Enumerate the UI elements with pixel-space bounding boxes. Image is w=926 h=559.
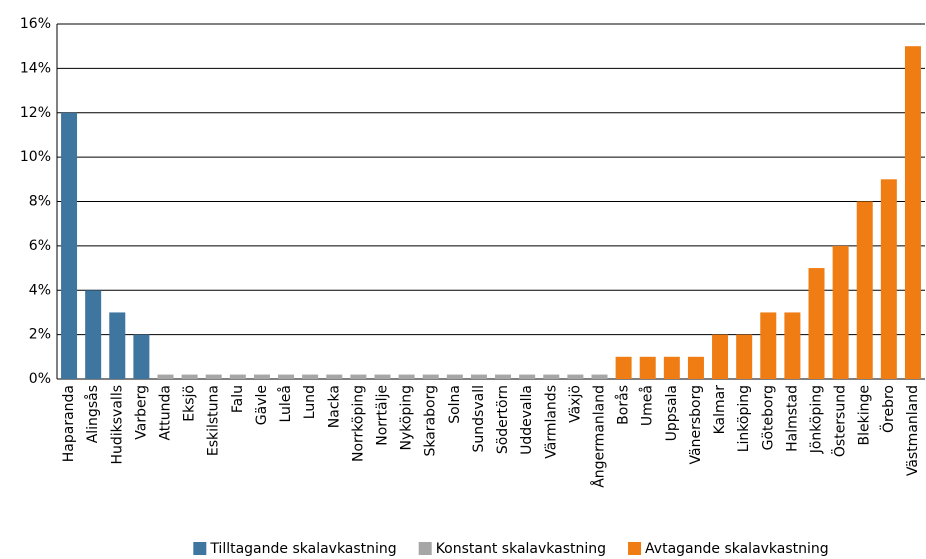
bar [663,356,680,379]
x-tick-label: Umeå [639,385,656,426]
x-tick-label: Östersund [831,385,849,457]
legend-label: Tilltagande skalavkastning [209,541,396,557]
x-tick-label: Linköping [736,385,752,452]
x-tick-label: Attunda [158,385,174,441]
legend-swatch [628,542,642,555]
bar [760,312,777,379]
bar [133,334,150,379]
x-tick-label: Värmlands [543,385,559,459]
x-tick-label: Varberg [133,385,149,440]
bar [904,46,921,379]
x-tick-label: Göteborg [760,385,776,450]
bar [181,374,198,379]
x-tick-label: Haparanda [61,385,77,462]
x-tick-label: Nyköping [399,385,415,450]
x-tick-label: Eksjö [182,385,198,422]
x-tick-label: Uppsala [664,385,680,441]
y-tick-label: 14% [20,60,51,76]
bar [712,334,729,379]
x-tick-label: Luleå [277,385,294,423]
bar [157,374,174,379]
x-tick-label: Norrköping [350,385,366,462]
bar [880,179,897,379]
bar [543,374,560,379]
x-tick-label: Ångermanland [591,385,608,488]
bar [85,290,102,379]
bar [326,374,343,379]
y-tick-label: 8% [29,194,51,210]
x-tick-label: Uddevalla [519,385,535,455]
bar [109,312,126,379]
bar [253,374,270,379]
legend-swatch [193,542,207,555]
bar [832,245,849,379]
x-tick-label: Växjö [567,385,583,423]
bar [808,268,825,379]
x-tick-label: Hudiksvalls [109,385,125,465]
x-tick-label: Blekinge [857,385,873,445]
bar [302,374,319,379]
x-tick-label: Lund [302,385,318,419]
x-tick-label: Alingsås [84,385,101,443]
y-tick-label: 0% [29,371,51,387]
bar [615,356,632,379]
x-tick-label: Eskilstuna [206,385,222,456]
legend-label: Konstant skalavkastning [436,541,606,557]
y-tick-label: 10% [20,149,51,165]
x-tick-label: Jönköping [809,385,825,454]
bar [639,356,656,379]
bar [736,334,753,379]
bar [446,374,463,379]
bar [784,312,801,379]
y-tick-label: 16% [20,16,51,32]
x-tick-label: Halmstad [784,385,800,452]
bar [350,374,367,379]
x-tick-label: Södertörn [495,385,511,454]
legend-label: Avtagande skalavkastning [645,541,829,557]
bar [856,201,873,379]
bar [519,374,536,379]
bar [470,374,487,379]
x-tick-label: Kalmar [712,385,728,435]
x-tick-label: Norrtälje [375,385,391,446]
bar [205,374,222,379]
x-tick-label: Örebro [879,385,897,433]
x-tick-label: Västmanland [905,385,921,476]
y-tick-label: 2% [29,327,51,343]
legend-swatch [418,542,432,555]
x-tick-label: Vänersborg [688,385,704,464]
x-tick-label: Borås [615,385,632,425]
bar [591,374,608,379]
x-tick-label: Nacka [326,385,342,428]
bar [61,112,78,379]
bar [567,374,584,379]
bar [495,374,512,379]
y-tick-label: 6% [29,238,51,254]
bar [229,374,246,379]
bar [398,374,415,379]
x-tick-label: Falu [230,385,246,413]
bar [374,374,391,379]
y-tick-label: 4% [29,282,51,298]
bar [278,374,295,379]
x-tick-label: Sundsvall [471,385,487,452]
x-tick-label: Skaraborg [423,385,439,457]
bar [422,374,439,379]
y-tick-label: 12% [20,105,51,121]
x-tick-label: Solna [447,385,463,424]
x-tick-label: Gävle [254,385,270,425]
bar [687,356,704,379]
